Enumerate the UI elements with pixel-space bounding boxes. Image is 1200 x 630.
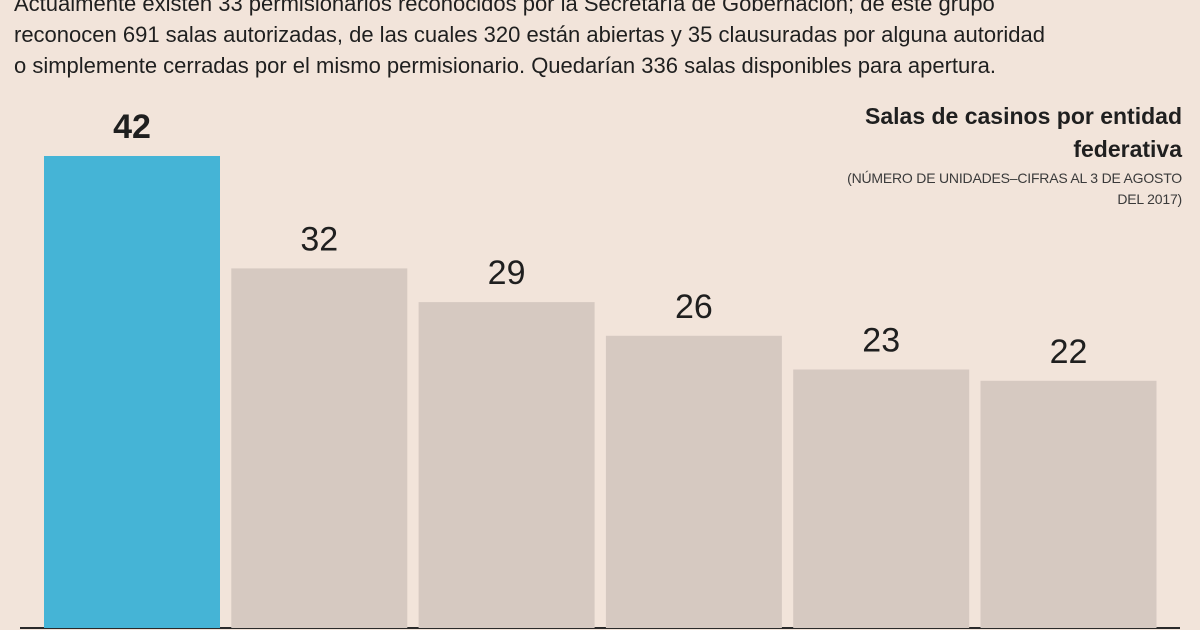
intro-text: Actualmente existen 33 permisionarios re… — [14, 0, 1184, 81]
bar-4 — [605, 335, 782, 628]
bar-3 — [418, 302, 595, 628]
intro-line-2: reconocen 691 salas autorizadas, de las … — [14, 22, 1046, 47]
chart-subtitle: (NÚMERO DE UNIDADES–CIFRAS AL 3 DE AGOST… — [847, 170, 1182, 207]
intro-line-3: o simplemente cerradas por el mismo perm… — [14, 53, 996, 78]
bar-5 — [793, 369, 970, 628]
bar-value-label-4: 26 — [675, 288, 713, 326]
bar-value-label-6: 22 — [1050, 333, 1088, 371]
bar-value-label-5: 23 — [862, 322, 900, 360]
bar-1 — [44, 156, 220, 628]
bar-6 — [980, 380, 1157, 628]
chart-title: Salas de casinos por entidad federativa — [865, 103, 1182, 162]
intro-line-1: Actualmente existen 33 permisionarios re… — [14, 0, 995, 16]
bar-value-label-1: 42 — [113, 108, 151, 146]
bar-value-label-3: 29 — [488, 254, 526, 292]
bar-value-label-2: 32 — [300, 220, 338, 258]
chart-title-block: Salas de casinos por entidad federativa … — [822, 100, 1182, 210]
bar-2 — [231, 268, 408, 628]
